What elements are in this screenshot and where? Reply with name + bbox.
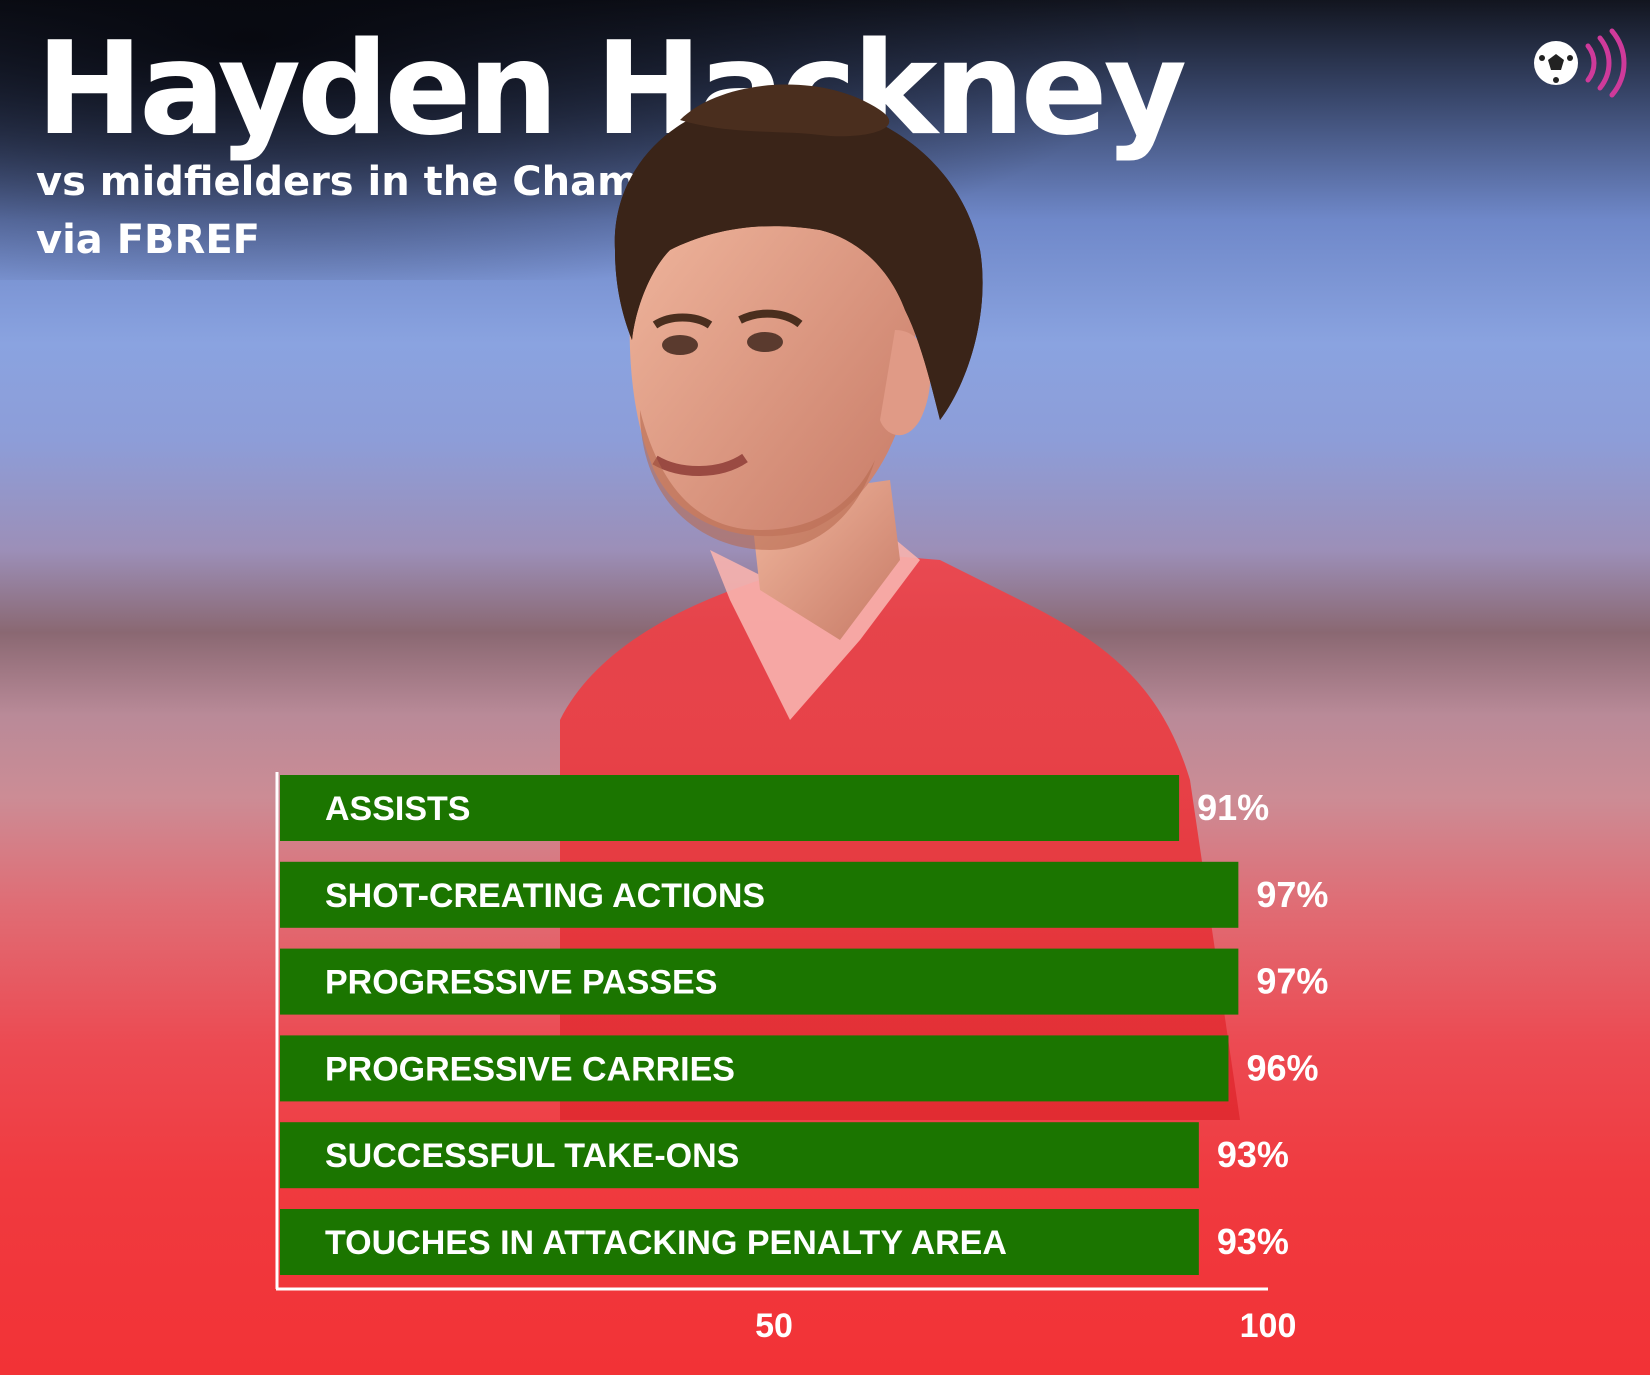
source-credit: via FBREF [36, 217, 260, 263]
bar-4 [280, 1122, 1199, 1189]
bar-value-label: 93% [1217, 1221, 1289, 1262]
x-tick-label: 100 [1240, 1307, 1297, 1345]
bar-category-label: ASSISTS [325, 790, 470, 828]
bar-0 [280, 775, 1180, 841]
bar-category-label: PROGRESSIVE CARRIES [325, 1050, 735, 1088]
bar-value-label: 97% [1256, 961, 1328, 1002]
bar-value-label: 93% [1217, 1134, 1289, 1175]
bar-category-label: PROGRESSIVE PASSES [325, 964, 717, 1002]
bar-5 [280, 1209, 1199, 1275]
bar-category-label: SHOT-CREATING ACTIONS [325, 877, 765, 915]
page-title: Hayden Hackney [36, 15, 1187, 164]
bar-3 [280, 1035, 1229, 1102]
bar-category-label: TOUCHES IN ATTACKING PENALTY AREA [325, 1224, 1007, 1262]
bar-value-label: 97% [1256, 874, 1328, 915]
bar-2 [280, 948, 1239, 1015]
bar-1 [280, 861, 1239, 928]
x-tick-label: 50 [755, 1307, 793, 1345]
bar-category-label: SUCCESSFUL TAKE-ONS [325, 1137, 739, 1175]
football-broadcast-icon [1534, 28, 1627, 98]
bar-value-label: 91% [1197, 787, 1269, 828]
bar-value-label: 96% [1246, 1047, 1318, 1088]
